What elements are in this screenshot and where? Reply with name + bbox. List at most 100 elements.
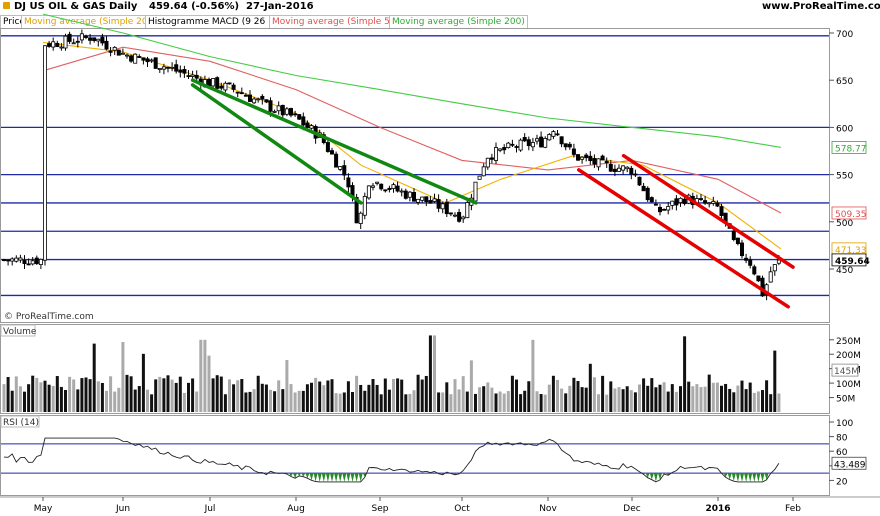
- candle-111[interactable]: [457, 212, 462, 222]
- candle-109[interactable]: [448, 212, 453, 215]
- candle-60[interactable]: [247, 94, 252, 102]
- candle-93[interactable]: [383, 189, 388, 192]
- candle-125[interactable]: [514, 146, 519, 148]
- candle-151[interactable]: [621, 165, 626, 171]
- candle-58[interactable]: [239, 92, 244, 95]
- candle-118[interactable]: [485, 157, 490, 168]
- candle-40[interactable]: [165, 66, 170, 69]
- candle-121[interactable]: [498, 148, 503, 151]
- candle-83[interactable]: [342, 165, 347, 176]
- candle-132[interactable]: [543, 138, 548, 148]
- candle-129[interactable]: [530, 142, 535, 148]
- candle-187[interactable]: [768, 271, 773, 283]
- candle-47[interactable]: [194, 74, 199, 79]
- price-panel[interactable]: [1, 13, 829, 309]
- candle-152[interactable]: [625, 166, 630, 170]
- candle-96[interactable]: [395, 185, 400, 192]
- candle-141[interactable]: [580, 156, 585, 160]
- candle-65[interactable]: [268, 100, 273, 112]
- candle-36[interactable]: [149, 59, 154, 62]
- candle-104[interactable]: [428, 200, 433, 204]
- candle-26[interactable]: [108, 50, 113, 53]
- trendline-red-3[interactable]: [577, 168, 790, 309]
- candle-70[interactable]: [288, 108, 293, 116]
- candle-183[interactable]: [752, 266, 757, 275]
- candle-119[interactable]: [489, 157, 494, 160]
- candle-120[interactable]: [493, 147, 498, 161]
- volume-panel[interactable]: [2, 335, 781, 412]
- candle-3[interactable]: [14, 257, 19, 262]
- candle-124[interactable]: [510, 143, 515, 146]
- candle-135[interactable]: [555, 133, 560, 136]
- candle-31[interactable]: [129, 55, 134, 62]
- candle-51[interactable]: [211, 78, 216, 87]
- candle-5[interactable]: [22, 260, 27, 264]
- candle-137[interactable]: [563, 143, 568, 148]
- trendline-green-1[interactable]: [190, 78, 478, 205]
- candle-74[interactable]: [305, 122, 310, 128]
- candle-63[interactable]: [260, 95, 265, 100]
- candle-122[interactable]: [502, 147, 507, 151]
- candle-33[interactable]: [137, 56, 142, 58]
- candle-32[interactable]: [133, 53, 138, 64]
- candle-172[interactable]: [707, 202, 712, 205]
- candle-178[interactable]: [731, 230, 736, 240]
- candle-171[interactable]: [703, 200, 708, 204]
- candle-89[interactable]: [366, 185, 371, 199]
- candle-181[interactable]: [744, 257, 749, 261]
- candle-123[interactable]: [506, 142, 511, 148]
- candle-113[interactable]: [465, 202, 470, 219]
- candle-142[interactable]: [584, 154, 589, 159]
- candle-102[interactable]: [420, 196, 425, 201]
- candle-179[interactable]: [735, 237, 740, 245]
- candle-1[interactable]: [6, 259, 11, 262]
- candle-62[interactable]: [256, 98, 261, 101]
- candle-80[interactable]: [329, 150, 334, 155]
- candle-173[interactable]: [711, 201, 716, 204]
- candle-13[interactable]: [55, 42, 60, 47]
- candle-7[interactable]: [30, 260, 35, 265]
- candle-117[interactable]: [481, 166, 486, 177]
- candle-127[interactable]: [522, 137, 527, 142]
- candle-66[interactable]: [272, 110, 277, 113]
- candle-42[interactable]: [174, 64, 179, 72]
- candle-106[interactable]: [436, 199, 441, 209]
- candle-22[interactable]: [92, 37, 97, 42]
- candle-157[interactable]: [645, 187, 650, 201]
- candle-2[interactable]: [10, 258, 15, 262]
- candle-91[interactable]: [375, 181, 380, 184]
- candle-38[interactable]: [157, 68, 162, 70]
- candle-98[interactable]: [403, 190, 408, 199]
- candle-24[interactable]: [100, 36, 105, 44]
- candle-128[interactable]: [526, 139, 531, 147]
- candle-180[interactable]: [740, 242, 745, 257]
- candle-54[interactable]: [223, 82, 228, 91]
- candle-73[interactable]: [301, 116, 306, 126]
- candle-20[interactable]: [84, 36, 89, 38]
- candle-158[interactable]: [649, 197, 654, 203]
- candle-21[interactable]: [88, 37, 93, 41]
- candle-138[interactable]: [567, 143, 572, 148]
- candle-140[interactable]: [576, 154, 581, 161]
- candle-147[interactable]: [604, 160, 609, 164]
- rsi-line[interactable]: [3, 437, 780, 483]
- candle-144[interactable]: [592, 158, 597, 165]
- candle-185[interactable]: [760, 277, 765, 297]
- candle-145[interactable]: [596, 158, 601, 168]
- candle-134[interactable]: [551, 131, 556, 137]
- candle-56[interactable]: [231, 84, 236, 90]
- candle-166[interactable]: [682, 198, 687, 205]
- candle-44[interactable]: [182, 69, 187, 74]
- candle-143[interactable]: [588, 155, 593, 162]
- candle-75[interactable]: [309, 125, 314, 129]
- candle-17[interactable]: [71, 42, 76, 45]
- candle-136[interactable]: [559, 136, 564, 145]
- rsi-panel[interactable]: [1, 437, 829, 483]
- candle-19[interactable]: [79, 33, 84, 41]
- candle-53[interactable]: [219, 85, 224, 89]
- candle-43[interactable]: [178, 69, 183, 73]
- candle-14[interactable]: [59, 46, 64, 49]
- candle-90[interactable]: [370, 185, 375, 188]
- candle-67[interactable]: [276, 105, 281, 112]
- candle-30[interactable]: [125, 54, 130, 57]
